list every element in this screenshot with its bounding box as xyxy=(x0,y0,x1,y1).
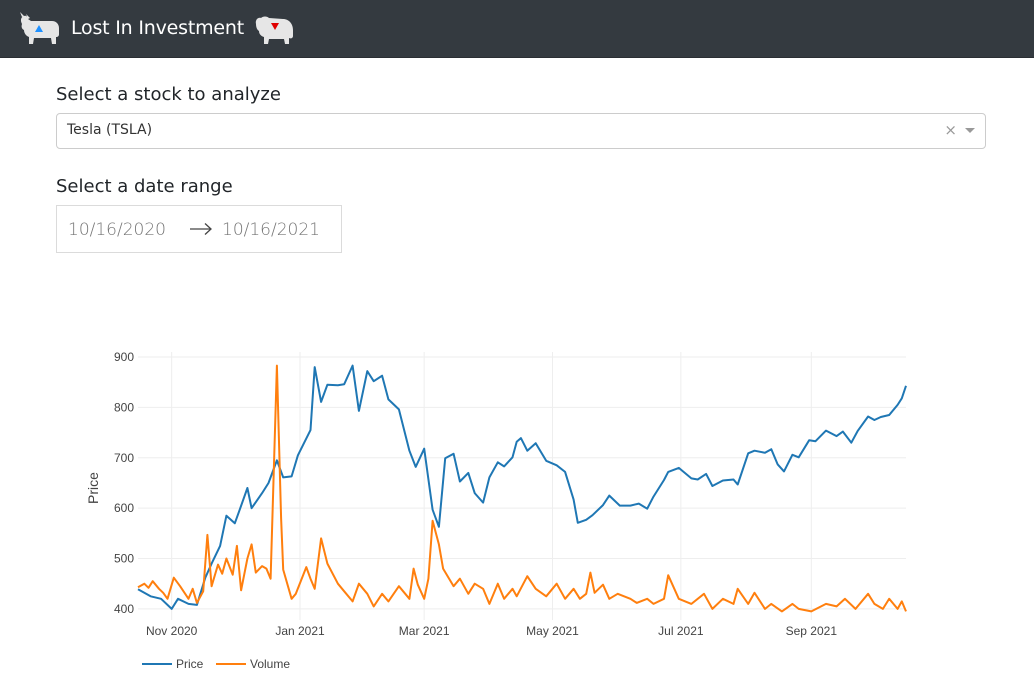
y-tick-label: 800 xyxy=(114,400,134,414)
stock-select[interactable]: Tesla (TSLA) × xyxy=(56,113,986,149)
series-line-volume[interactable] xyxy=(137,364,907,613)
y-axis-ticks: 400 500 600 700 800 900 xyxy=(114,350,134,616)
bear-icon[interactable] xyxy=(251,10,297,46)
stock-select-label: Select a stock to analyze xyxy=(56,84,281,105)
x-tick-label: Jul 2021 xyxy=(658,624,704,638)
brand-title[interactable]: Lost In Investment xyxy=(71,17,244,39)
series-line-price[interactable] xyxy=(137,364,907,610)
y-tick-label: 600 xyxy=(114,501,134,515)
legend-label: Price xyxy=(176,657,204,671)
x-tick-label: Jan 2021 xyxy=(275,624,325,638)
chart-series xyxy=(137,364,907,613)
navbar: Lost In Investment xyxy=(0,0,1034,58)
x-tick-label: Sep 2021 xyxy=(786,624,838,638)
clear-icon[interactable]: × xyxy=(944,121,957,139)
start-date-input[interactable]: 10/16/2020 xyxy=(68,220,166,240)
x-axis-ticks: Nov 2020 Jan 2021 Mar 2021 May 2021 Jul 2021… xyxy=(146,624,837,638)
x-tick-label: Mar 2021 xyxy=(399,624,450,638)
end-date-input[interactable]: 10/16/2021 xyxy=(222,220,320,240)
x-tick-label: May 2021 xyxy=(526,624,579,638)
chart-legend[interactable]: Price Volume xyxy=(142,657,290,671)
bull-icon[interactable] xyxy=(18,10,62,48)
chevron-down-icon[interactable] xyxy=(965,128,975,133)
date-range-picker: 10/16/2020 10/16/2021 xyxy=(56,205,342,253)
x-tick-label: Nov 2020 xyxy=(146,624,198,638)
y-tick-label: 400 xyxy=(114,602,134,616)
legend-item-price[interactable]: Price xyxy=(142,657,204,671)
y-tick-label: 700 xyxy=(114,451,134,465)
stock-select-value: Tesla (TSLA) xyxy=(67,122,153,138)
legend-label: Volume xyxy=(250,657,290,671)
y-tick-label: 500 xyxy=(114,552,134,566)
chart-grid xyxy=(138,352,906,620)
price-chart: 400 500 600 700 800 900 Nov 2020 Jan 2021 Mar 2… xyxy=(0,340,1034,687)
chart-svg: 400 500 600 700 800 900 Nov 2020 Jan 2021 Mar 2… xyxy=(85,350,907,671)
arrow-right-icon xyxy=(190,223,212,235)
y-axis-label: Price xyxy=(85,472,101,504)
date-range-label: Select a date range xyxy=(56,176,233,197)
legend-item-volume[interactable]: Volume xyxy=(216,657,290,671)
y-tick-label: 900 xyxy=(114,350,134,364)
